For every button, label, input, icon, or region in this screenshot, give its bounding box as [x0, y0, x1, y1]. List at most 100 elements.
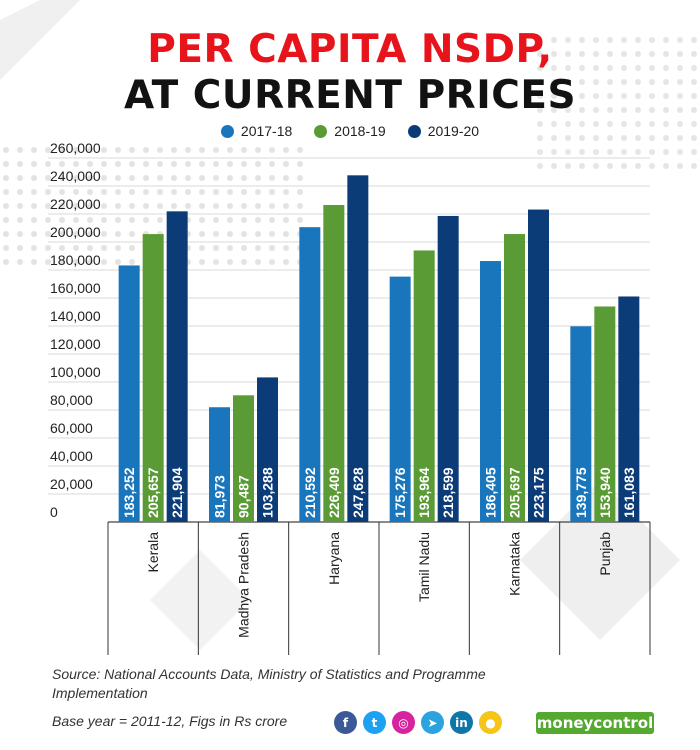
bg-dot	[255, 259, 261, 265]
bg-dot	[129, 189, 135, 195]
bg-dot	[635, 149, 641, 155]
bg-dot	[663, 163, 669, 169]
bg-dot	[213, 147, 219, 153]
bar	[299, 227, 321, 522]
bg-dot	[129, 245, 135, 251]
bg-dot	[129, 161, 135, 167]
bg-dot	[101, 175, 107, 181]
bg-dot	[73, 259, 79, 265]
bg-dot	[17, 245, 23, 251]
bar	[504, 234, 525, 522]
bg-dot	[17, 161, 23, 167]
bg-dot	[143, 175, 149, 181]
bg-dot	[255, 245, 261, 251]
bg-dot	[115, 147, 121, 153]
bar-value-label: 103,288	[260, 467, 276, 518]
legend-item: 2019-20	[407, 123, 479, 139]
bg-dot	[73, 231, 79, 237]
bg-dot	[101, 217, 107, 223]
linkedin-icon[interactable]: in	[450, 711, 473, 734]
bg-dot	[17, 189, 23, 195]
bg-dot	[157, 175, 163, 181]
bg-dot	[537, 149, 543, 155]
bg-dot	[565, 79, 571, 85]
bar-value-label: 247,628	[350, 467, 366, 518]
bar-value-label: 90,487	[236, 475, 252, 518]
bg-dot	[171, 189, 177, 195]
bar-value-label: 186,405	[483, 467, 499, 518]
y-tick-label: 220,000	[50, 196, 101, 212]
bg-dot	[143, 147, 149, 153]
bar	[570, 326, 592, 522]
bg-dot	[31, 203, 37, 209]
bg-dot	[129, 259, 135, 265]
bg-dot	[227, 259, 233, 265]
bg-dot	[607, 37, 613, 43]
facebook-icon[interactable]: f	[334, 711, 357, 734]
bar	[480, 261, 501, 522]
bg-dot	[227, 175, 233, 181]
bg-dot	[621, 37, 627, 43]
twitter-icon[interactable]: t	[363, 711, 386, 734]
bg-dot	[593, 79, 599, 85]
bar	[323, 205, 345, 522]
bg-dot	[115, 217, 121, 223]
telegram-icon[interactable]: ➤	[421, 711, 444, 734]
bg-dot	[213, 203, 219, 209]
bg-dot	[551, 51, 557, 57]
bg-dot	[73, 189, 79, 195]
bg-dot	[3, 231, 9, 237]
bg-dot	[579, 65, 585, 71]
bg-dot	[87, 231, 93, 237]
bar-value-label: 205,657	[145, 467, 161, 518]
bg-dot	[579, 121, 585, 127]
bg-dot	[129, 231, 135, 237]
bg-dot	[565, 163, 571, 169]
x-tick-label: Karnataka	[507, 532, 523, 596]
bg-dot	[17, 175, 23, 181]
bg-dot	[73, 147, 79, 153]
bg-dot	[635, 107, 641, 113]
bg-dot	[537, 79, 543, 85]
bg-dot	[635, 65, 641, 71]
bg-dot	[199, 245, 205, 251]
instagram-icon[interactable]: ◎	[392, 711, 415, 734]
bg-dot	[621, 107, 627, 113]
bg-dot	[17, 259, 23, 265]
bg-dot	[241, 259, 247, 265]
bg-dot	[621, 163, 627, 169]
bg-dot	[157, 217, 163, 223]
bg-dot	[255, 217, 261, 223]
bg-dot	[677, 121, 683, 127]
x-tick-label: Madhya Pradesh	[236, 532, 252, 638]
bg-dot	[565, 121, 571, 127]
bg-dot	[677, 135, 683, 141]
bg-dot	[241, 161, 247, 167]
bg-dot	[283, 245, 289, 251]
bg-dot	[17, 147, 23, 153]
bg-dot	[565, 37, 571, 43]
bg-dot	[677, 79, 683, 85]
bar	[209, 407, 230, 522]
bg-dot	[691, 163, 697, 169]
bg-dot	[255, 231, 261, 237]
bg-dot	[45, 245, 51, 251]
bar-value-label: 161,083	[621, 467, 637, 518]
base-year-note: Base year = 2011-12, Figs in Rs crore	[52, 713, 288, 729]
bg-dot	[607, 107, 613, 113]
bg-dot	[115, 259, 121, 265]
legend: 2017-18 2018-19 2019-20	[0, 123, 700, 139]
bg-dot	[31, 175, 37, 181]
koo-icon[interactable]: ●	[479, 711, 502, 734]
bg-dot	[17, 203, 23, 209]
bg-dot	[241, 189, 247, 195]
bg-dot	[663, 135, 669, 141]
bar-value-label: 205,697	[507, 467, 523, 518]
bg-dot	[635, 79, 641, 85]
bg-dot	[115, 245, 121, 251]
bg-dot	[579, 135, 585, 141]
bar	[389, 276, 411, 522]
bg-dot	[593, 37, 599, 43]
bg-dot	[45, 203, 51, 209]
bg-dot	[593, 135, 599, 141]
